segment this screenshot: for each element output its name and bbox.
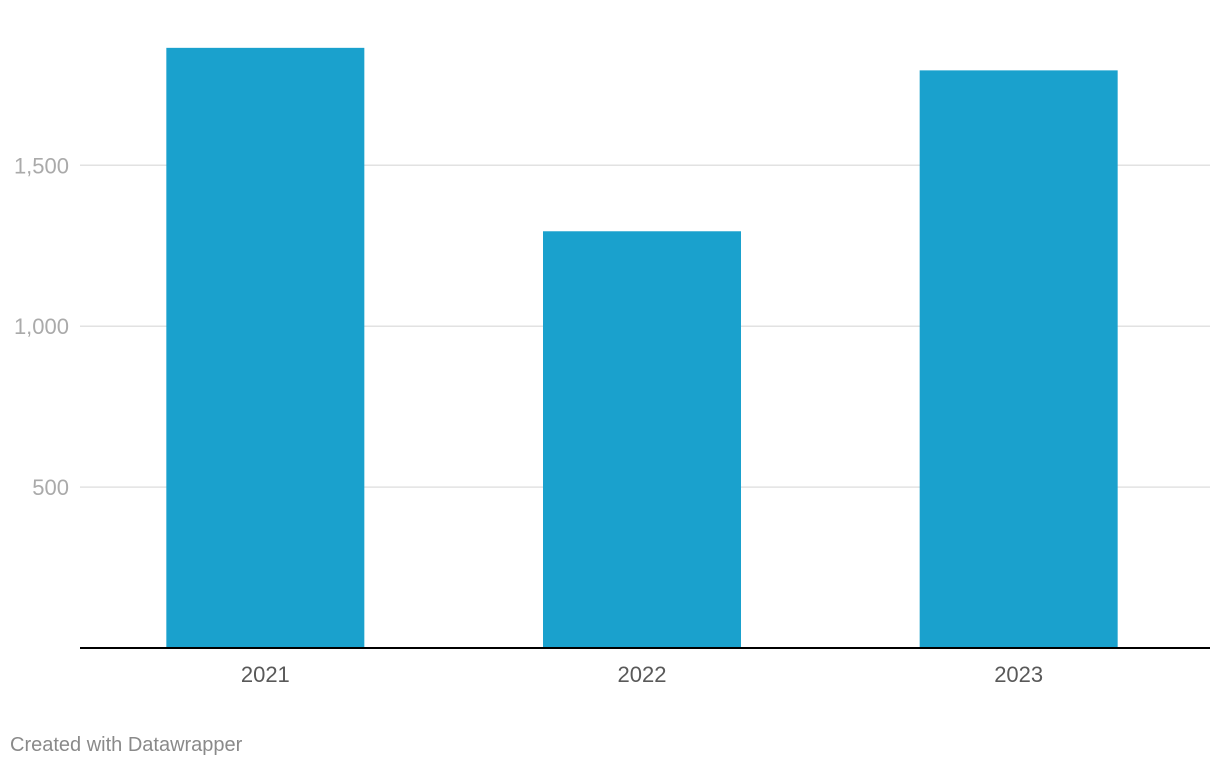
x-tick-label: 2021 [241, 662, 290, 687]
bar-2022 [543, 231, 741, 649]
y-tick-label: 1,500 [14, 153, 69, 178]
y-axis-tick-labels: 500 1,000 1,500 [14, 153, 69, 500]
y-tick-label: 500 [32, 475, 69, 500]
x-tick-label: 2022 [618, 662, 667, 687]
x-axis-tick-labels: 2021 2022 2023 [241, 662, 1043, 687]
bars [166, 47, 1118, 649]
bar-2021 [166, 47, 365, 648]
y-tick-label: 1,000 [14, 314, 69, 339]
credit-text: Created with Datawrapper [10, 734, 243, 756]
bar-2023 [919, 70, 1118, 648]
x-tick-label: 2023 [994, 662, 1043, 687]
